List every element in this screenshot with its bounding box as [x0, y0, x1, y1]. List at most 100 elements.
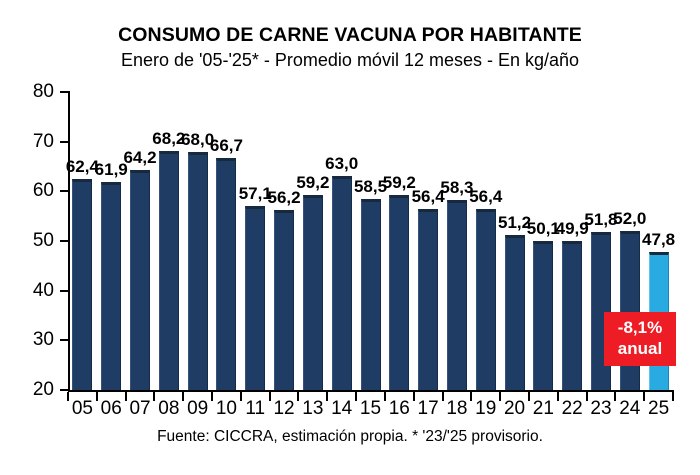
bar-value-label-21: 50,1: [526, 218, 560, 238]
bar-value-label-08: 68,2: [152, 128, 186, 148]
bar-08: [158, 150, 179, 390]
x-axis-label-21: 21: [532, 398, 554, 419]
y-axis-tick: [60, 289, 70, 292]
y-axis-label: 20: [32, 379, 54, 400]
y-axis-tick: [60, 140, 70, 143]
x-axis-label-24: 24: [619, 398, 641, 419]
x-axis-label-14: 14: [331, 398, 353, 419]
bar-value-label-09: 68,0: [181, 129, 215, 149]
bar-value-label-19: 56,4: [469, 187, 503, 207]
bar-19: [475, 209, 496, 390]
bar-value-label-06: 61,9: [94, 159, 128, 179]
y-axis-label: 60: [32, 180, 54, 202]
x-axis-line: [68, 390, 674, 392]
bar-12: [274, 210, 295, 390]
bar-value-label-14: 63,0: [325, 154, 359, 174]
x-axis-label-07: 07: [129, 398, 151, 419]
x-axis-tick: [585, 392, 588, 401]
y-axis-label: 50: [32, 230, 54, 251]
bar-18: [446, 199, 467, 390]
annual-change-badge: -8,1% anual: [604, 312, 676, 366]
x-axis-label-25: 25: [648, 398, 670, 419]
bar-17: [418, 209, 439, 390]
y-axis-tick: [60, 339, 70, 342]
bar-value-label-13: 59,2: [296, 173, 330, 193]
x-axis-tick: [297, 392, 300, 401]
bar-05: [72, 179, 93, 390]
x-axis-tick: [355, 392, 358, 401]
x-axis-label-20: 20: [503, 398, 526, 419]
x-axis-label-06: 06: [100, 398, 122, 419]
x-axis-label-13: 13: [302, 398, 324, 419]
x-axis-tick: [124, 392, 127, 401]
bar-10: [216, 158, 237, 390]
bar-15: [360, 198, 381, 390]
x-axis-label-08: 08: [158, 398, 180, 419]
x-axis-label-11: 11: [245, 398, 266, 419]
y-axis-label: 40: [32, 279, 54, 301]
bar-value-label-16: 59,2: [382, 173, 416, 193]
bar-value-label-25: 47,8: [642, 229, 676, 249]
chart-subtitle: Enero de '05-'25* - Promedio móvil 12 me…: [120, 50, 580, 70]
x-axis-tick: [95, 392, 98, 401]
bar-value-label-15: 58,5: [353, 176, 388, 196]
x-axis-label-18: 18: [446, 398, 468, 419]
bar-16: [389, 195, 410, 390]
x-axis-tick: [672, 392, 674, 401]
bar-value-label-11: 57,1: [238, 183, 272, 203]
x-axis-label-09: 09: [187, 398, 209, 419]
bar-value-label-05: 62,4: [65, 157, 99, 177]
x-axis-tick: [239, 392, 242, 401]
x-axis-tick: [643, 392, 646, 401]
bar-value-label-18: 58,3: [440, 177, 474, 197]
x-axis-tick: [412, 392, 415, 401]
annual-change-value: -8,1%: [617, 318, 663, 337]
x-axis-label-22: 22: [561, 398, 583, 419]
bar-06: [101, 181, 122, 390]
bar-value-label-20: 51,2: [498, 213, 532, 233]
y-axis-tick: [60, 389, 70, 391]
y-axis-label: 70: [32, 130, 54, 152]
x-axis-tick: [153, 392, 156, 401]
bar-24: [619, 231, 640, 390]
x-axis-tick: [67, 392, 69, 401]
x-axis-label-17: 17: [417, 398, 439, 419]
x-axis-tick: [211, 392, 214, 401]
bar-20: [504, 235, 525, 390]
x-axis-label-15: 15: [359, 398, 382, 419]
y-axis-label: 80: [32, 81, 54, 102]
bar-value-label-24: 52,0: [613, 209, 647, 229]
bar-09: [187, 151, 208, 390]
x-axis-label-23: 23: [590, 398, 612, 419]
bar-14: [331, 176, 352, 390]
bar-value-label-23: 51,8: [584, 210, 618, 230]
x-axis-tick: [326, 392, 329, 401]
x-axis-label-16: 16: [388, 398, 410, 419]
chart-source-note: Fuente: CICCRA, estimación propia. * '23…: [157, 428, 543, 445]
y-axis-tick: [60, 91, 70, 93]
x-axis-tick: [441, 392, 444, 401]
x-axis-tick: [383, 392, 386, 401]
x-axis-label-19: 19: [475, 398, 497, 419]
bar-21: [533, 240, 554, 390]
x-axis-tick: [556, 392, 559, 401]
bar-value-label-07: 64,2: [123, 148, 157, 168]
y-axis-tick: [60, 240, 70, 242]
bar-13: [302, 195, 323, 390]
x-axis-label-10: 10: [215, 398, 237, 419]
x-axis-tick: [527, 392, 530, 401]
x-axis-tick: [470, 392, 473, 401]
x-axis-tick: [268, 392, 271, 401]
x-axis-label-05: 05: [71, 398, 93, 419]
x-axis-label-12: 12: [273, 398, 295, 419]
bar-07: [130, 170, 151, 390]
x-axis-tick: [614, 392, 617, 401]
bar-value-label-22: 49,9: [555, 219, 589, 239]
bar-22: [562, 241, 583, 390]
bar-value-label-10: 66,7: [209, 136, 243, 156]
bar-value-label-12: 56,2: [267, 188, 301, 208]
bar-value-label-17: 56,4: [411, 187, 445, 207]
annual-change-unit: anual: [617, 339, 663, 358]
bar-11: [245, 205, 266, 390]
